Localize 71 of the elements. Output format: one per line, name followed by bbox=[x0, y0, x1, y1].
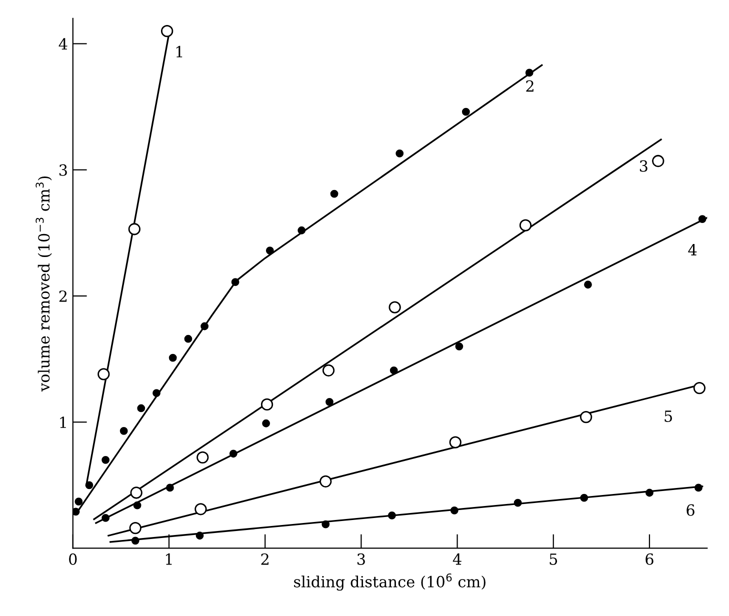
point bbox=[98, 368, 110, 380]
point bbox=[200, 322, 209, 330]
point bbox=[580, 494, 588, 502]
series-label: 6 bbox=[686, 504, 694, 516]
point bbox=[450, 506, 458, 514]
point bbox=[449, 436, 462, 448]
point bbox=[168, 354, 177, 362]
point bbox=[196, 532, 204, 540]
x-tick-label: 3 bbox=[357, 553, 365, 565]
point bbox=[161, 25, 174, 38]
point bbox=[698, 215, 706, 223]
x-tick-label: 0 bbox=[69, 553, 77, 565]
point bbox=[322, 364, 335, 376]
point bbox=[196, 451, 209, 464]
point bbox=[388, 511, 396, 520]
point bbox=[85, 481, 94, 490]
series-label: 2 bbox=[526, 80, 534, 92]
point bbox=[133, 501, 142, 510]
y-tick-label: 4 bbox=[58, 38, 68, 50]
x-tick-label: 2 bbox=[261, 553, 268, 565]
x-tick-label: 6 bbox=[646, 553, 654, 565]
point bbox=[129, 522, 142, 534]
series-label: 4 bbox=[688, 244, 697, 256]
point bbox=[166, 484, 174, 492]
x-axis-title: sliding distance (10$^{6}$ cm) bbox=[294, 573, 486, 591]
point bbox=[330, 190, 338, 198]
point bbox=[152, 389, 160, 398]
point bbox=[388, 301, 401, 314]
point bbox=[326, 398, 334, 406]
point bbox=[514, 498, 522, 507]
point bbox=[320, 475, 332, 488]
point bbox=[260, 398, 274, 411]
point bbox=[74, 498, 83, 506]
point bbox=[519, 219, 532, 232]
x-tick-label: 4 bbox=[452, 553, 462, 565]
x-tick-label: 5 bbox=[550, 554, 558, 565]
series-label: 5 bbox=[664, 410, 672, 422]
point bbox=[131, 536, 140, 545]
point bbox=[580, 410, 592, 424]
series-label: 1 bbox=[176, 46, 182, 58]
y-tick-label: 1 bbox=[60, 416, 66, 428]
point bbox=[102, 456, 110, 464]
series-label: 3 bbox=[640, 160, 648, 172]
point bbox=[120, 426, 128, 435]
point bbox=[455, 342, 464, 350]
point bbox=[130, 486, 142, 499]
x-tick-label: 1 bbox=[166, 553, 172, 565]
point bbox=[322, 520, 330, 528]
y-tick-label: 2 bbox=[59, 290, 67, 302]
point bbox=[266, 246, 274, 255]
point bbox=[298, 226, 306, 234]
point bbox=[525, 68, 534, 77]
point bbox=[584, 280, 592, 289]
point bbox=[262, 419, 270, 428]
point bbox=[646, 488, 654, 497]
point bbox=[396, 149, 404, 158]
point bbox=[229, 450, 238, 458]
point bbox=[184, 334, 192, 343]
point bbox=[693, 382, 706, 394]
point bbox=[102, 514, 110, 522]
point bbox=[462, 108, 470, 116]
point bbox=[72, 508, 80, 516]
point bbox=[231, 278, 240, 286]
point bbox=[652, 154, 664, 168]
point bbox=[694, 484, 702, 492]
point bbox=[137, 404, 146, 412]
point bbox=[194, 503, 207, 516]
point bbox=[390, 366, 398, 374]
y-axis-title: volume removed (10$^{−3}$ cm$^{3}$) bbox=[36, 176, 52, 392]
y-tick-label: 3 bbox=[59, 164, 67, 176]
point bbox=[128, 223, 140, 236]
